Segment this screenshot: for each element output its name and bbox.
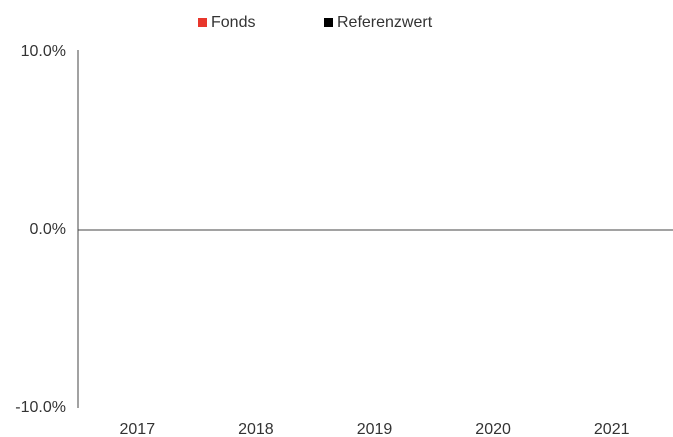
y-tick-label: 0.0% [30, 221, 66, 238]
legend-label: Referenzwert [337, 14, 433, 31]
legend-swatch [198, 18, 207, 27]
y-tick-label: -10.0% [15, 399, 66, 416]
x-tick-label: 2020 [475, 421, 511, 437]
legend-swatch [324, 18, 333, 27]
y-tick-label: 10.0% [21, 43, 66, 60]
x-tick-label: 2018 [238, 421, 274, 437]
x-tick-label: 2017 [120, 421, 156, 437]
x-tick-label: 2021 [594, 421, 630, 437]
legend-label: Fonds [211, 14, 255, 31]
x-tick-label: 2019 [357, 421, 393, 437]
